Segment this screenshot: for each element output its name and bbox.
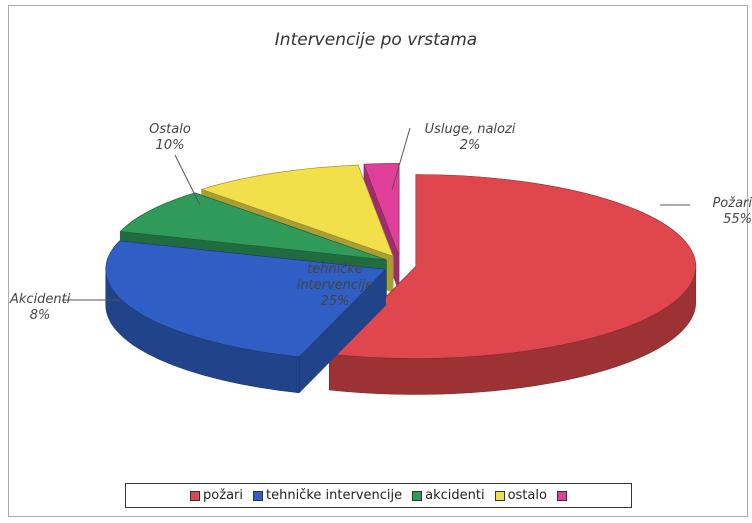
data-label: Ostalo 10% (135, 122, 205, 154)
slice-top (363, 163, 400, 256)
legend-item: tehničke intervencije (253, 488, 402, 503)
label-name: Akcidenti (10, 292, 71, 307)
slice-top (119, 192, 387, 261)
legend-item: akcidenti (412, 488, 485, 503)
data-label: Usluge, nalozi 2% (400, 122, 540, 154)
label-value: 10% (155, 138, 185, 153)
label-value: 55% (723, 212, 752, 227)
label-name: tehničke intervencije (296, 262, 374, 293)
label-name: Usluge, nalozi (424, 122, 516, 137)
chart-title: Intervencije po vrstama (274, 30, 478, 50)
label-name: Požari (712, 196, 752, 211)
slice-top (328, 174, 697, 359)
slice (105, 240, 387, 394)
data-label: Požari 55% (692, 196, 752, 228)
chart-frame (8, 5, 748, 517)
label-value: 25% (320, 294, 350, 309)
legend-item: požari (190, 488, 243, 503)
slice-top (200, 164, 394, 257)
legend-label: tehničke intervencije (266, 488, 403, 503)
legend-label: akcidenti (425, 488, 485, 503)
leader-line (174, 154, 201, 206)
legend-label: požari (203, 488, 243, 503)
data-label: tehničke intervencije 25% (290, 262, 380, 310)
legend-label: ostalo (507, 488, 547, 503)
label-value: 2% (459, 138, 481, 153)
legend-swatch (412, 490, 423, 501)
label-value: 8% (29, 308, 51, 323)
legend-swatch (190, 490, 201, 501)
label-name: Ostalo (149, 122, 191, 137)
leader-line (391, 127, 411, 191)
legend-swatch (494, 490, 505, 501)
legend-swatch (253, 490, 263, 501)
legend-item (556, 490, 567, 501)
legend-swatch (556, 490, 567, 501)
legend-item: ostalo (494, 488, 547, 503)
legend: požari tehničke intervencije akcidenti osta… (125, 483, 632, 508)
data-label: Akcidenti 8% (10, 292, 70, 324)
slice-top (105, 240, 387, 358)
